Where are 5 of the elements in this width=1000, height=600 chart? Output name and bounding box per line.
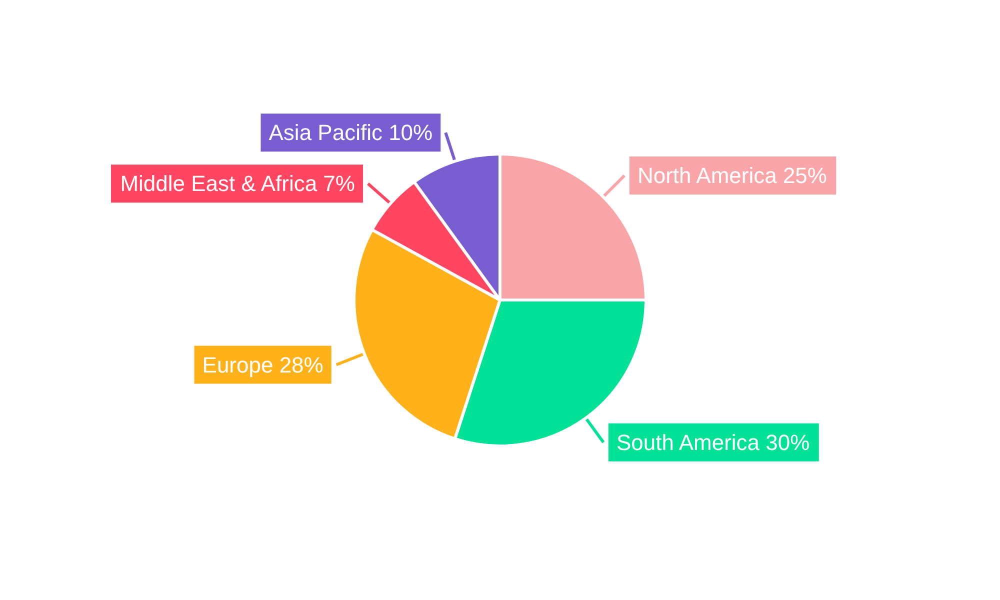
slice-label: Asia Pacific 10% [268,120,433,146]
slice-label: Europe 28% [202,352,324,378]
slice-label: Middle East & Africa 7% [120,171,355,196]
slice-label: South America 30% [616,430,810,455]
slice-label: North America 25% [637,163,827,188]
